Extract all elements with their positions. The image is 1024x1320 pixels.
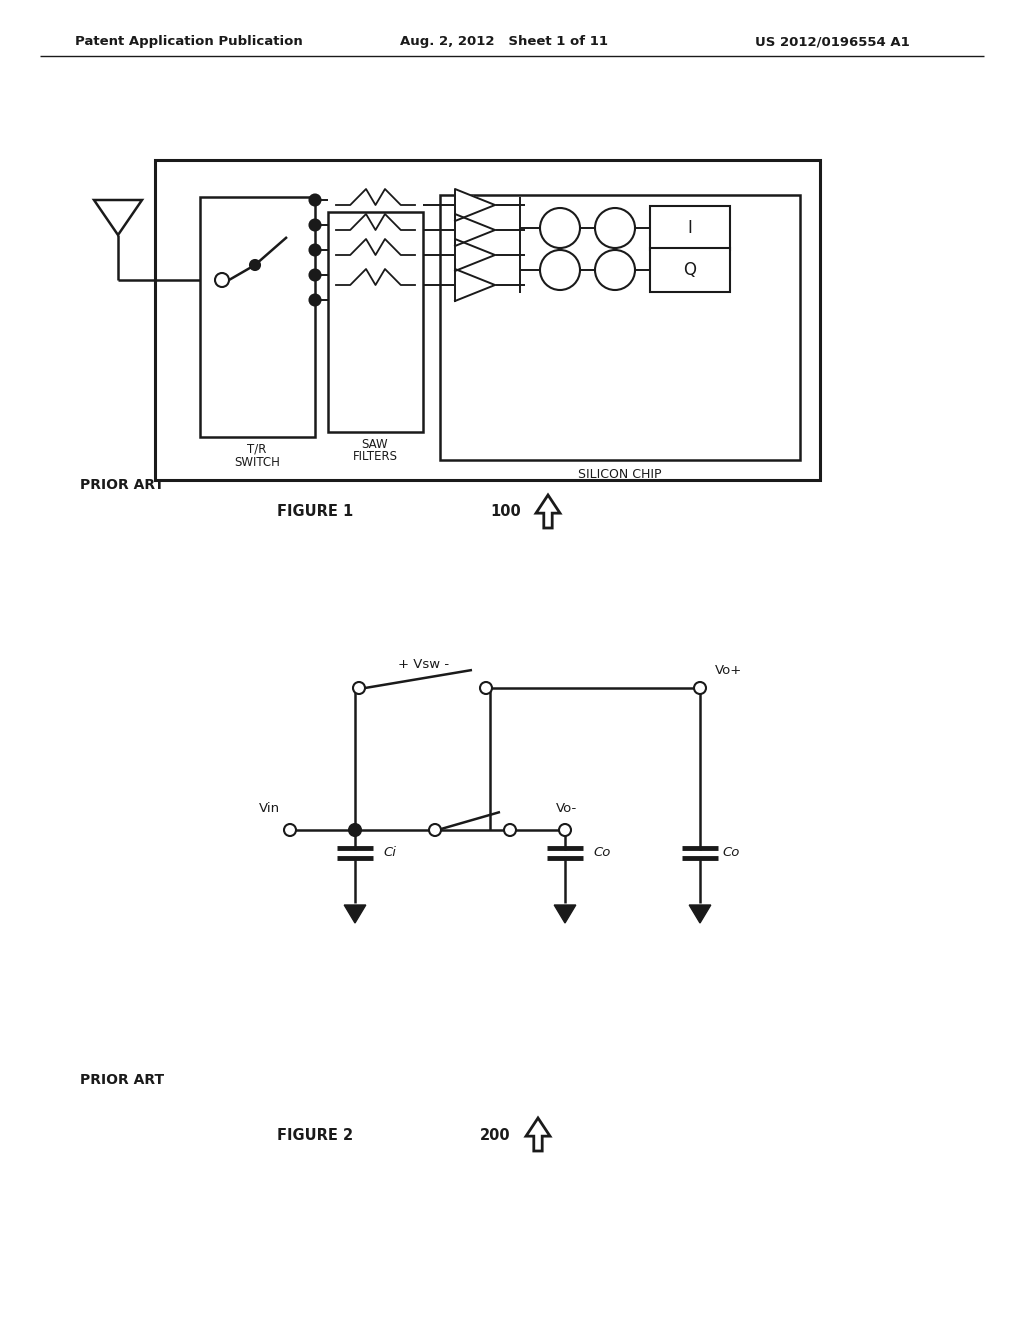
Polygon shape <box>526 1118 550 1151</box>
Text: SAW: SAW <box>361 437 388 450</box>
Circle shape <box>215 273 229 286</box>
Circle shape <box>309 294 321 305</box>
Bar <box>650 206 730 249</box>
Circle shape <box>595 249 635 290</box>
Circle shape <box>429 824 441 836</box>
Polygon shape <box>689 906 711 923</box>
Circle shape <box>309 269 321 281</box>
Text: Co: Co <box>722 846 739 859</box>
Polygon shape <box>455 214 495 246</box>
Bar <box>440 195 800 459</box>
Text: FIGURE 1: FIGURE 1 <box>276 504 353 520</box>
Circle shape <box>284 824 296 836</box>
Circle shape <box>540 209 580 248</box>
Circle shape <box>250 260 260 271</box>
Polygon shape <box>455 239 495 271</box>
Bar <box>650 248 730 292</box>
Text: Vo-: Vo- <box>556 801 578 814</box>
Text: SILICON CHIP: SILICON CHIP <box>579 467 662 480</box>
Text: Vin: Vin <box>259 801 280 814</box>
Text: I: I <box>687 219 692 238</box>
Circle shape <box>595 209 635 248</box>
Polygon shape <box>455 269 495 301</box>
Circle shape <box>504 824 516 836</box>
Text: FILTERS: FILTERS <box>352 450 397 463</box>
Text: Vo+: Vo+ <box>715 664 742 676</box>
Text: Patent Application Publication: Patent Application Publication <box>75 36 303 49</box>
Bar <box>200 197 315 437</box>
Polygon shape <box>94 201 142 235</box>
Text: Q: Q <box>683 261 696 279</box>
Text: + Vsw -: + Vsw - <box>398 657 450 671</box>
Polygon shape <box>455 189 495 220</box>
Circle shape <box>349 824 361 836</box>
Circle shape <box>309 194 321 206</box>
Text: Ci: Ci <box>383 846 396 859</box>
Text: 100: 100 <box>490 504 521 520</box>
Polygon shape <box>536 495 560 528</box>
Circle shape <box>694 682 706 694</box>
Text: SWITCH: SWITCH <box>234 455 280 469</box>
Polygon shape <box>344 906 366 923</box>
Circle shape <box>309 219 321 231</box>
Text: US 2012/0196554 A1: US 2012/0196554 A1 <box>755 36 909 49</box>
Circle shape <box>559 824 571 836</box>
Polygon shape <box>554 906 575 923</box>
Circle shape <box>309 244 321 256</box>
Text: PRIOR ART: PRIOR ART <box>80 478 164 492</box>
Circle shape <box>353 682 365 694</box>
Text: 200: 200 <box>480 1127 511 1143</box>
Circle shape <box>480 682 492 694</box>
Text: PRIOR ART: PRIOR ART <box>80 1073 164 1086</box>
Text: Aug. 2, 2012   Sheet 1 of 11: Aug. 2, 2012 Sheet 1 of 11 <box>400 36 608 49</box>
Circle shape <box>540 249 580 290</box>
Bar <box>155 160 820 480</box>
Bar <box>328 213 423 432</box>
Text: FIGURE 2: FIGURE 2 <box>276 1127 353 1143</box>
Text: T/R: T/R <box>248 442 266 455</box>
Text: Co: Co <box>593 846 610 859</box>
